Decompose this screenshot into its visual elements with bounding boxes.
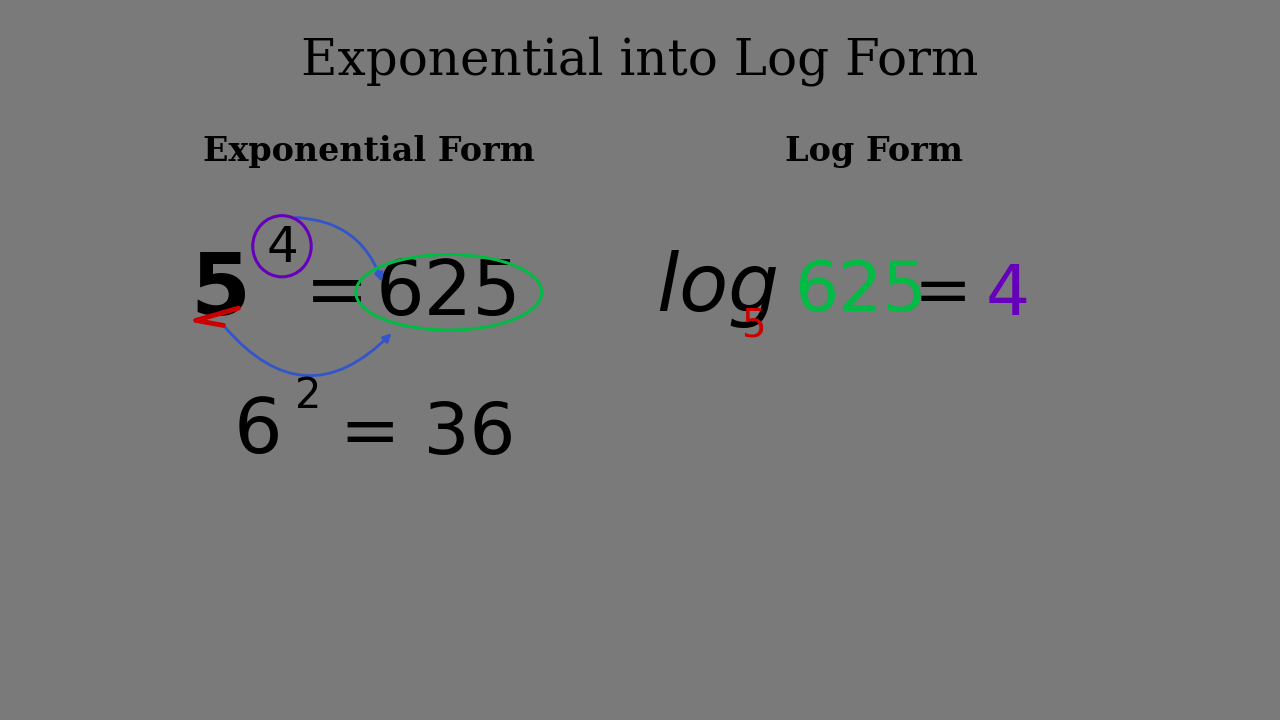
Text: Log Form: Log Form [785,135,963,168]
Text: 6: 6 [233,395,282,469]
Text: $\mathit{log}$: $\mathit{log}$ [655,248,777,330]
Text: 5: 5 [191,250,251,333]
Text: 5: 5 [741,307,765,344]
Text: 4: 4 [266,225,298,272]
Text: 4: 4 [986,261,1029,329]
Text: Exponential into Log Form: Exponential into Log Form [301,36,979,86]
Text: Exponential Form: Exponential Form [204,135,535,168]
Text: =: = [914,260,972,328]
Text: =: = [305,257,369,330]
Text: = 36: = 36 [340,400,516,469]
Text: 625: 625 [794,258,927,325]
Text: 625: 625 [376,257,522,330]
Text: 2: 2 [296,375,321,417]
